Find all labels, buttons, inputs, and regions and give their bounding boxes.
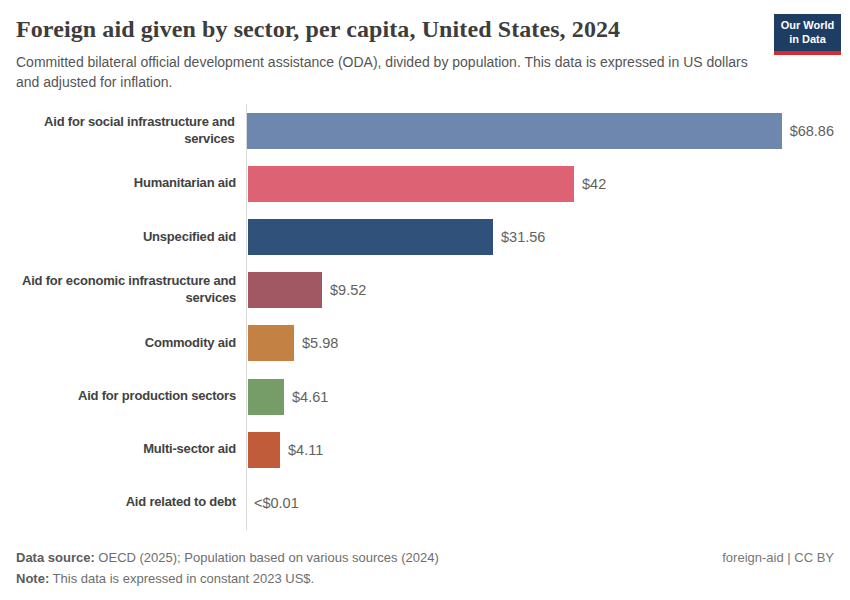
- data-source-text: OECD (2025); Population based on various…: [95, 550, 439, 565]
- bar[interactable]: [248, 166, 574, 202]
- chart-row: Aid for social infrastructure and servic…: [16, 104, 834, 157]
- category-label: Aid for social infrastructure and servic…: [16, 114, 245, 148]
- value-label: $5.98: [302, 335, 338, 351]
- bar-chart: Aid for social infrastructure and servic…: [16, 104, 834, 530]
- chart-row: Aid for production sectors $4.61: [16, 370, 834, 423]
- bar-area: $5.98: [246, 317, 834, 370]
- note-text: This data is expressed in constant 2023 …: [49, 571, 314, 586]
- page-title: Foreign aid given by sector, per capita,…: [16, 16, 620, 43]
- value-label: $9.52: [330, 282, 366, 298]
- category-label: Commodity aid: [16, 335, 246, 352]
- note-label: Note:: [16, 571, 49, 586]
- bar-area: $68.86: [245, 104, 834, 157]
- bar[interactable]: [248, 379, 284, 415]
- value-label: $31.56: [501, 229, 545, 245]
- bar-area: $4.11: [246, 423, 834, 476]
- bar-area: $42: [246, 157, 834, 210]
- owid-logo-line1: Our World: [778, 19, 837, 33]
- category-label: Aid for production sectors: [16, 388, 246, 405]
- chart-row: Commodity aid $5.98: [16, 317, 834, 370]
- chart-row: Humanitarian aid $42: [16, 157, 834, 210]
- bar[interactable]: [248, 272, 322, 308]
- category-label: Multi-sector aid: [16, 441, 246, 458]
- chart-subtitle: Committed bilateral official development…: [16, 52, 758, 93]
- category-label: Aid related to debt: [16, 494, 246, 511]
- bar-area: <$0.01: [246, 476, 834, 529]
- chart-page: Foreign aid given by sector, per capita,…: [0, 0, 850, 600]
- chart-row: Aid related to debt <$0.01: [16, 476, 834, 529]
- bar-area: $31.56: [246, 210, 834, 263]
- note-line: Note: This data is expressed in constant…: [16, 569, 834, 590]
- owid-logo-line2: in Data: [778, 33, 837, 47]
- bar[interactable]: [248, 219, 493, 255]
- value-label: <$0.01: [254, 495, 299, 511]
- license-text: foreign-aid | CC BY: [722, 548, 834, 569]
- value-label: $4.11: [288, 442, 323, 458]
- bar-area: $4.61: [246, 370, 834, 423]
- data-source-line: Data source: OECD (2025); Population bas…: [16, 548, 834, 569]
- bar[interactable]: [248, 325, 294, 361]
- bar-area: $9.52: [246, 264, 834, 317]
- value-label: $4.61: [292, 389, 328, 405]
- chart-rows: Aid for social infrastructure and servic…: [16, 104, 834, 530]
- category-label: Humanitarian aid: [16, 175, 246, 192]
- value-label: $42: [582, 176, 606, 192]
- chart-row: Unspecified aid $31.56: [16, 210, 834, 263]
- chart-row: Multi-sector aid $4.11: [16, 423, 834, 476]
- bar[interactable]: [247, 113, 782, 149]
- value-label: $68.86: [790, 123, 834, 139]
- category-label: Aid for economic infrastructure and serv…: [16, 273, 246, 307]
- data-source-label: Data source:: [16, 550, 95, 565]
- chart-footer: Data source: OECD (2025); Population bas…: [16, 548, 834, 590]
- bar[interactable]: [248, 432, 280, 468]
- chart-row: Aid for economic infrastructure and serv…: [16, 264, 834, 317]
- category-label: Unspecified aid: [16, 229, 246, 246]
- owid-logo: Our World in Data: [774, 14, 841, 55]
